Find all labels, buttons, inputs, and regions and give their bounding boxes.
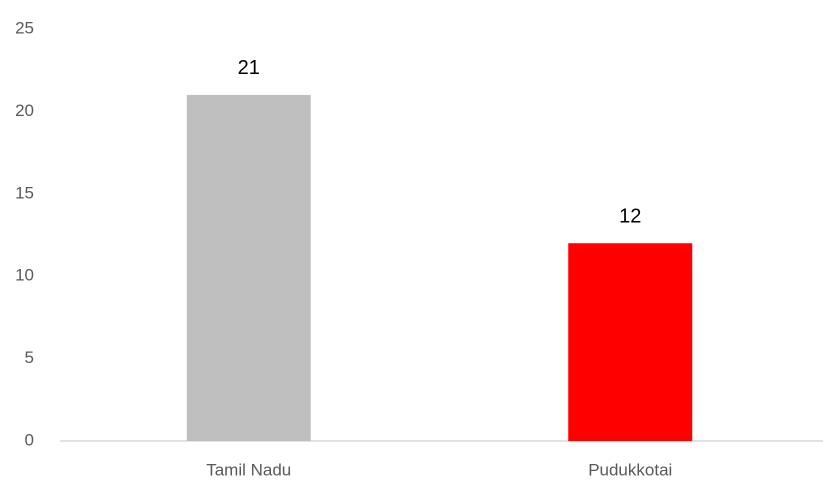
y-tick-label: 10	[15, 266, 34, 285]
y-tick-label: 0	[25, 430, 34, 449]
bar	[568, 243, 693, 441]
y-tick-label: 5	[25, 348, 34, 367]
bar	[186, 94, 311, 442]
y-tick-label: 20	[15, 101, 34, 120]
x-tick-label: Tamil Nadu	[206, 460, 291, 479]
data-label: 21	[238, 57, 260, 79]
data-label: 12	[619, 206, 641, 228]
x-tick-label: Pudukkotai	[588, 460, 672, 479]
y-tick-label: 25	[15, 18, 34, 37]
y-tick-label: 15	[15, 183, 34, 202]
